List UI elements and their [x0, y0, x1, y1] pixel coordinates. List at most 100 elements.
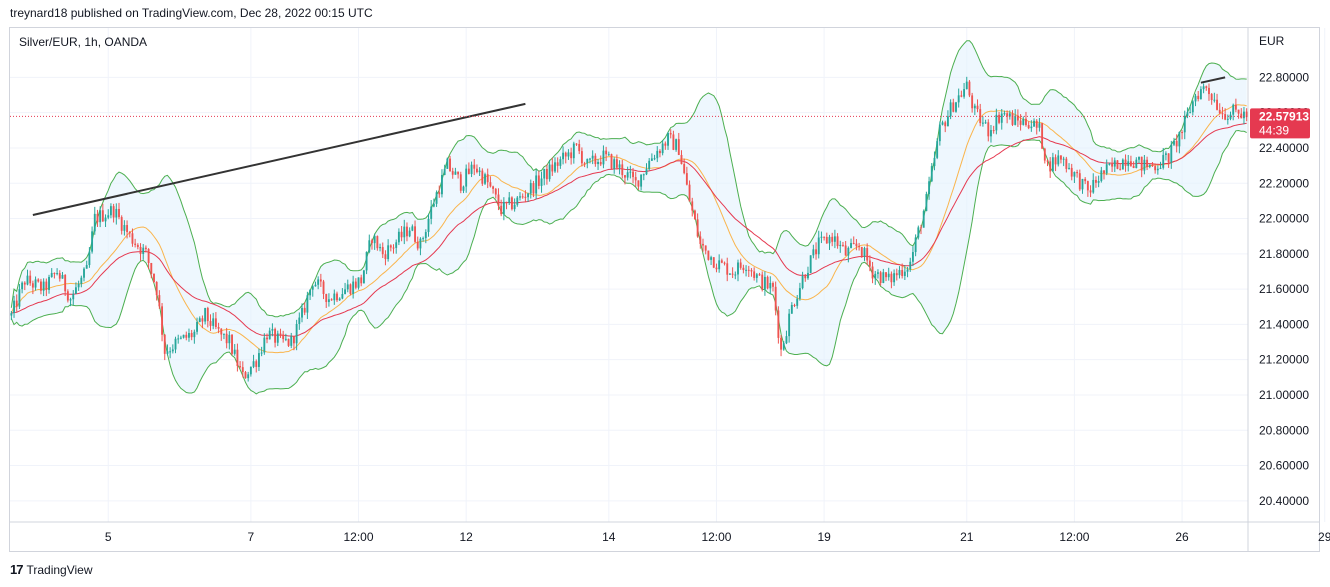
candle: [591, 150, 594, 165]
candle: [505, 201, 508, 210]
candle-body: [37, 279, 40, 282]
candle: [825, 232, 828, 244]
candle: [1025, 111, 1027, 127]
candle-body: [424, 232, 427, 239]
candle: [336, 291, 338, 303]
candle: [1022, 116, 1025, 126]
candle-body: [718, 260, 721, 270]
candle-body: [1164, 153, 1167, 155]
last-price-label: 22.57913: [1259, 109, 1309, 123]
candle: [753, 267, 756, 281]
candle: [1210, 92, 1213, 105]
candle: [150, 262, 153, 279]
candle: [478, 167, 481, 177]
candle-body: [885, 272, 887, 278]
candle-body: [1245, 111, 1248, 118]
candle: [605, 146, 608, 162]
candle-body: [1116, 160, 1119, 169]
candle-body: [1030, 126, 1033, 129]
candle-body: [241, 367, 244, 373]
candle: [1138, 156, 1140, 164]
candle: [325, 293, 328, 308]
candle-body: [901, 270, 904, 276]
candle-body: [48, 276, 50, 290]
candle-body: [1038, 123, 1041, 128]
candle: [1132, 161, 1135, 169]
candle-body: [720, 260, 723, 263]
candle-body: [801, 275, 804, 289]
candle-body: [637, 180, 640, 187]
candle-body: [50, 273, 53, 277]
candle-body: [309, 289, 312, 296]
candle-body: [225, 333, 228, 344]
candle-body: [96, 213, 99, 223]
candle-body: [527, 193, 530, 198]
candle-body: [147, 249, 150, 263]
candle: [255, 359, 258, 373]
candle-body: [10, 313, 13, 316]
candle-body: [922, 211, 925, 228]
candle-body: [276, 333, 279, 343]
candle-body: [615, 159, 618, 168]
candle-body: [344, 289, 347, 295]
candle: [241, 361, 244, 378]
candle-body: [260, 352, 263, 354]
candle: [882, 268, 885, 284]
candle: [93, 206, 96, 235]
candle-body: [123, 225, 126, 231]
candle-body: [613, 159, 616, 169]
candle-body: [998, 114, 1000, 123]
candle-body: [626, 172, 629, 178]
candle: [1127, 154, 1130, 172]
candle: [669, 129, 672, 139]
candle-body: [524, 196, 527, 198]
candle-body: [887, 273, 890, 278]
candle-body: [750, 270, 753, 272]
candle: [823, 236, 826, 241]
candle-body: [93, 213, 96, 232]
footer[interactable]: 17 TradingView: [10, 562, 93, 577]
candle: [223, 333, 225, 340]
candle-body: [185, 334, 188, 338]
candle-body: [271, 328, 274, 331]
candle: [271, 323, 274, 337]
candle: [858, 242, 861, 251]
candle: [128, 231, 131, 238]
candle: [268, 327, 271, 340]
candle-body: [400, 231, 403, 238]
candle: [1086, 180, 1089, 197]
candle-body: [150, 262, 153, 274]
symbol-label[interactable]: Silver/EUR, 1h, OANDA: [19, 35, 148, 49]
candles: [10, 76, 1248, 382]
candle-body: [220, 328, 223, 335]
candle: [510, 196, 513, 211]
candle: [287, 338, 290, 347]
candle: [524, 190, 527, 203]
candle-body: [825, 236, 828, 244]
candle-body: [1043, 148, 1046, 161]
candle: [467, 162, 470, 175]
candle-body: [545, 168, 548, 180]
candle-body: [976, 105, 979, 110]
candle: [946, 110, 949, 127]
candle-body: [930, 166, 933, 182]
candle-body: [680, 154, 683, 165]
candle-body: [166, 351, 169, 354]
candle-body: [34, 279, 37, 288]
candle: [344, 282, 347, 295]
y-tick-label: 22.40000: [1259, 141, 1309, 155]
candle-body: [578, 144, 581, 152]
candle: [1051, 152, 1054, 172]
candle-body: [99, 210, 102, 223]
candle: [298, 312, 301, 330]
candle: [516, 195, 519, 207]
candle: [443, 164, 446, 176]
candle: [37, 278, 40, 283]
candle-body: [882, 272, 885, 283]
candle-body: [136, 244, 139, 247]
candle: [290, 332, 293, 349]
candle-body: [279, 333, 282, 335]
trendline: [32, 102, 526, 216]
candle-body: [263, 337, 266, 353]
